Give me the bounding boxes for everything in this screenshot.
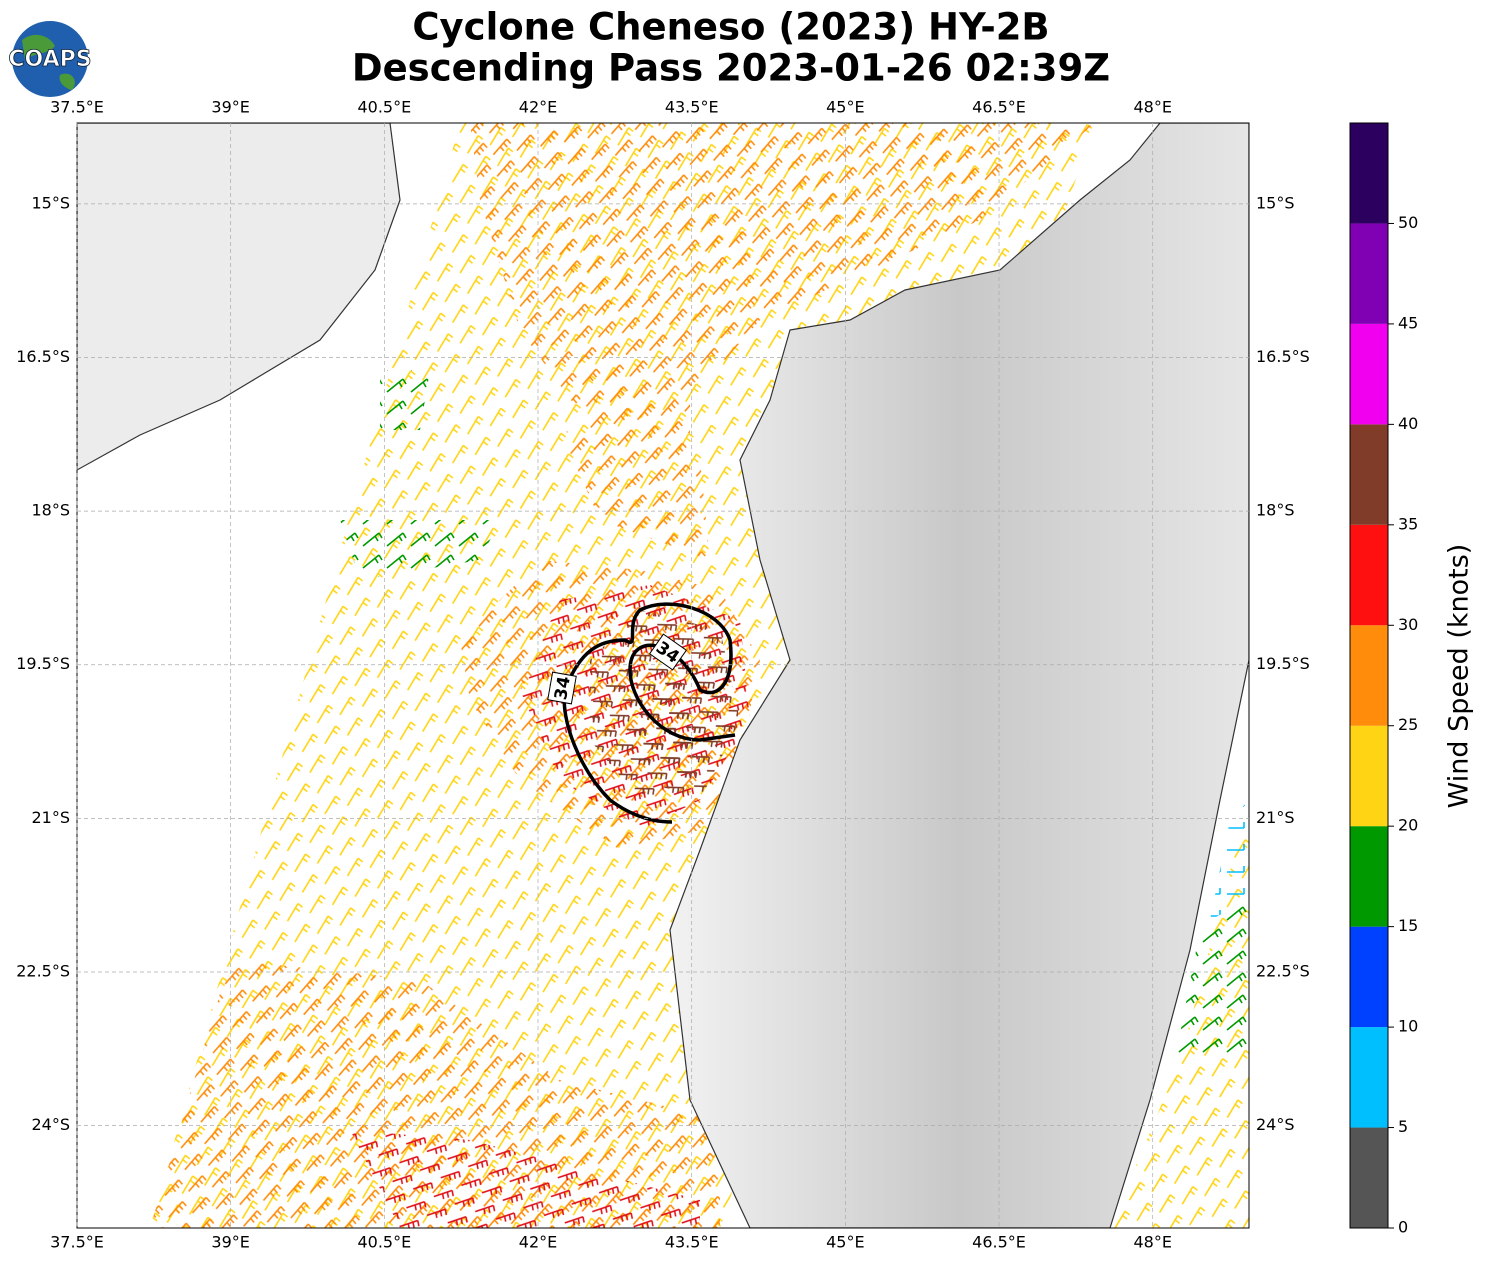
x-tick-label: 46.5°E	[972, 98, 1026, 117]
colorbar-segment	[1350, 524, 1388, 626]
y-tick-label: 15°S	[1256, 193, 1295, 212]
contour	[562, 602, 736, 824]
colorbar-tick-label: 10	[1398, 1017, 1418, 1036]
x-tick-label: 39°E	[211, 1233, 249, 1252]
land-africa	[77, 123, 401, 471]
colorbar-segment	[1350, 625, 1388, 726]
colorbar-tick-label: 40	[1398, 414, 1418, 433]
colorbar-segment	[1350, 1027, 1388, 1128]
colorbar-frame	[1349, 122, 1389, 1229]
contour-label: 34	[547, 671, 577, 705]
swath	[1175, 900, 1249, 1060]
swath	[340, 520, 500, 580]
colorbar-tick-label: 0	[1398, 1218, 1408, 1237]
x-tick-label: 46.5°E	[972, 1233, 1026, 1252]
colorbar-segment	[1350, 926, 1388, 1028]
colorbar-tick-label: 20	[1398, 816, 1418, 835]
swath	[350, 1130, 700, 1228]
colorbar-tick-label: 30	[1398, 615, 1418, 634]
x-tick-label: 48°E	[1133, 1233, 1171, 1252]
y-tick-label: 16.5°S	[16, 347, 70, 366]
colorbar-label: Wind Speed (knots)	[1444, 544, 1475, 809]
contour-label-box	[547, 671, 577, 705]
colorbar-segment	[1350, 424, 1388, 525]
colorbar: 0 5 10 15 20 25 30 35 40 45 50	[1349, 122, 1418, 1237]
y-tick-label: 22.5°S	[16, 961, 70, 980]
ticks: 37.5°E 37.5°E 39°E 39°E 40.5°E 40.5°E 42°E 42°E…	[16, 98, 1310, 1252]
plot-frame	[76, 122, 1250, 1229]
swath	[1210, 800, 1249, 920]
x-tick-label: 39°E	[211, 98, 249, 117]
logo-land	[22, 34, 75, 90]
x-tick-label: 43.5°E	[665, 98, 719, 117]
x-tick-label: 40.5°E	[357, 1233, 411, 1252]
y-tick-label: 18°S	[31, 501, 70, 520]
colorbar-tick-label: 25	[1398, 715, 1418, 734]
y-tick-label: 22.5°S	[1256, 961, 1310, 980]
x-tick-label: 48°E	[1133, 98, 1171, 117]
logo: COAPS	[8, 21, 92, 97]
map-area	[77, 123, 1249, 1228]
swath	[380, 370, 430, 430]
x-tick-label: 43.5°E	[665, 1233, 719, 1252]
y-tick-label: 16.5°S	[1256, 347, 1310, 366]
logo-text: COAPS	[8, 47, 91, 72]
y-tick-label: 15°S	[31, 193, 70, 212]
x-tick-label: 37.5°E	[50, 98, 104, 117]
swath	[150, 960, 720, 1228]
colorbar-segment	[1350, 725, 1388, 827]
x-tick-label: 42°E	[519, 98, 557, 117]
y-tick-label: 19.5°S	[16, 654, 70, 673]
y-tick-label: 21°S	[31, 808, 70, 827]
y-tick-label: 24°S	[31, 1115, 70, 1134]
contour-label-box	[648, 633, 688, 671]
colorbar-tick-label: 45	[1398, 313, 1418, 332]
y-tick-label: 18°S	[1256, 501, 1295, 520]
contour-label-text: 34	[551, 675, 575, 702]
y-tick-label: 24°S	[1256, 1115, 1295, 1134]
swath	[1110, 800, 1249, 1228]
subtitle: Descending Pass 2023-01-26 02:39Z	[352, 47, 1110, 90]
colorbar-tick-label: 5	[1398, 1117, 1408, 1136]
land-madagascar	[669, 123, 1249, 1228]
x-tick-label: 40.5°E	[357, 98, 411, 117]
title: Cyclone Cheneso (2023) HY-2B	[412, 6, 1049, 49]
colorbar-segment	[1350, 323, 1388, 425]
x-tick-label: 45°E	[826, 98, 864, 117]
x-tick-label: 45°E	[826, 1233, 864, 1252]
swath	[560, 430, 710, 560]
colorbar-segment	[1350, 1127, 1388, 1228]
swath	[470, 123, 1095, 460]
x-tick-label: 42°E	[519, 1233, 557, 1252]
colorbar-segment	[1350, 123, 1388, 224]
colorbar-tick-label: 50	[1398, 213, 1418, 232]
colorbar-segment	[1350, 826, 1388, 927]
colorbar-segment	[1350, 223, 1388, 324]
colorbar-tick-label: 35	[1398, 514, 1418, 533]
y-tick-label: 19.5°S	[1256, 654, 1310, 673]
colorbar-tick-label: 15	[1398, 916, 1418, 935]
y-tick-label: 21°S	[1256, 808, 1295, 827]
x-tick-label: 37.5°E	[50, 1233, 104, 1252]
